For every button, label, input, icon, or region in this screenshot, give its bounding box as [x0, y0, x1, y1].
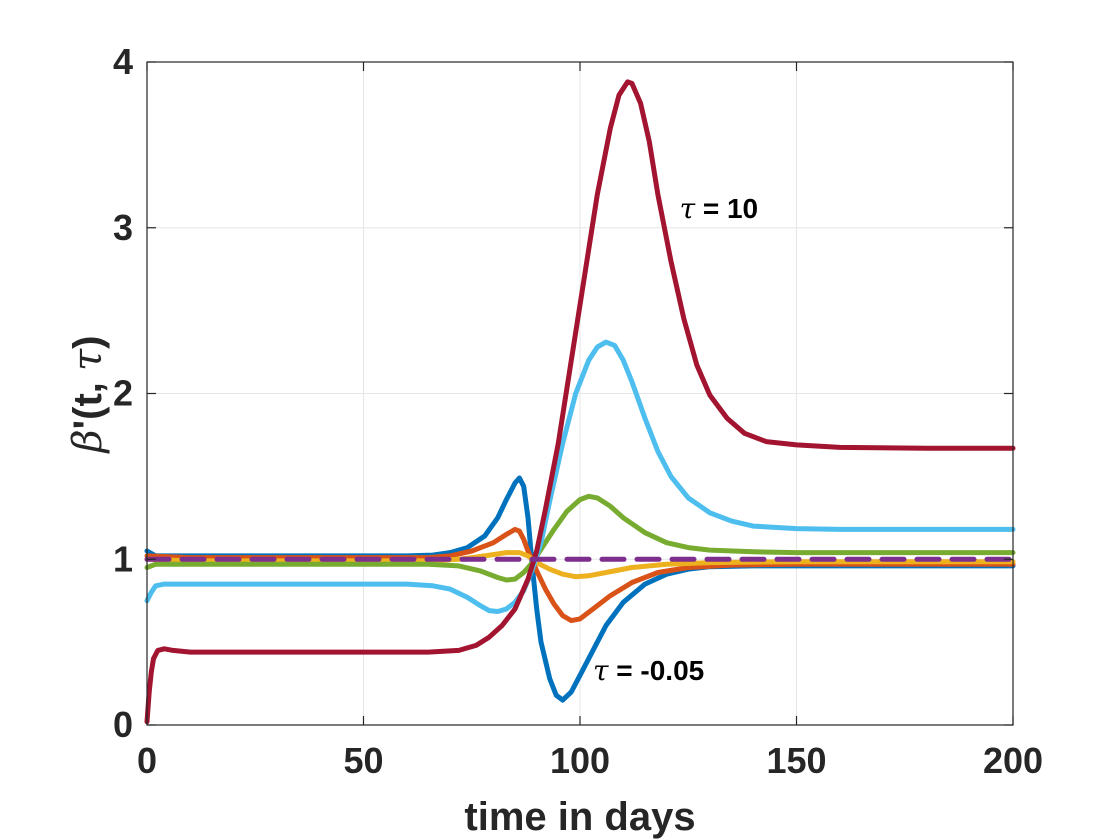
series-line-tau-5 [144, 339, 1016, 614]
annotation-tau-neg005: τ = -0.05 [593, 654, 704, 687]
series-line-tau-2 [144, 493, 1016, 583]
annotation-tau-10-text: = 10 [695, 193, 758, 224]
annotation-tau-neg005-symbol: τ [593, 654, 609, 687]
tick-labels: 0 50 100 150 200 0 1 2 3 4 [113, 41, 1043, 781]
x-tick-label: 150 [766, 740, 826, 781]
annotation-tau-10-symbol: τ [680, 192, 696, 225]
y-axis-label-prime: '(t, [66, 371, 110, 429]
series-group [144, 79, 1016, 725]
y-tick-label: 0 [113, 704, 133, 745]
x-tick-label: 100 [550, 740, 610, 781]
x-tick-label: 50 [343, 740, 383, 781]
y-tick-label: 2 [113, 373, 133, 414]
y-axis-label-close: ) [66, 336, 110, 349]
y-tick-label: 3 [113, 207, 133, 248]
ticks [146, 61, 1014, 726]
annotation-tau-neg005-text: = -0.05 [608, 655, 704, 686]
x-tick-label: 0 [137, 740, 157, 781]
annotation-tau-10: τ = 10 [680, 192, 759, 225]
y-tick-label: 4 [113, 41, 133, 82]
y-axis-label-beta: β [65, 429, 111, 454]
y-axis-label-tau: τ [65, 348, 111, 371]
x-tick-label: 200 [983, 740, 1043, 781]
y-tick-label: 1 [113, 538, 133, 579]
series-line-tau-10 [144, 79, 1016, 725]
y-axis-label: β'(t, τ) [65, 336, 111, 455]
x-axis-label: time in days [464, 795, 695, 839]
